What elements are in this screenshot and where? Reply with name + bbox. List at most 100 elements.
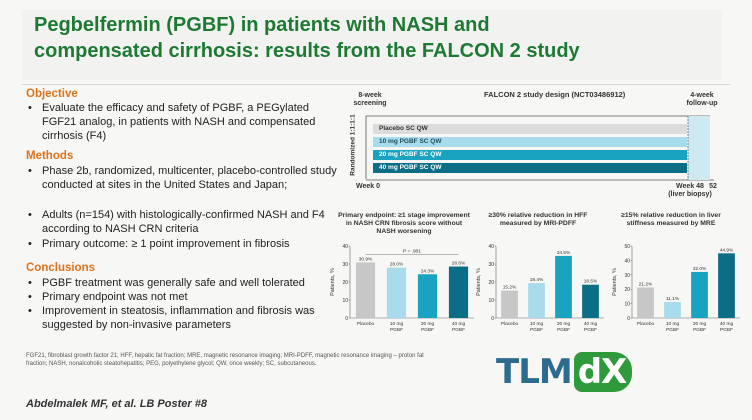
chart2-value-label-2: 34.5% [557, 250, 571, 256]
chart3-value-label-1: 11.1% [666, 296, 680, 302]
chart1-xtick-2-0: 20 mg [421, 321, 435, 327]
logo-part2: dX [573, 352, 633, 392]
chart2-value-label-1: 19.4% [530, 277, 544, 283]
tlmdx-logo: TLM dX [496, 352, 633, 392]
chart3-ytick-30: 30 [624, 273, 630, 279]
chart1-xtick-3-1: PGBF [452, 327, 465, 333]
chart1-value-label-1: 28.0% [390, 262, 404, 268]
chart3-bar-0 [637, 287, 654, 318]
chart2-bar-2 [555, 255, 572, 318]
chart3-ylabel: Patients, % [612, 268, 618, 296]
chart2-ytick-10: 10 [488, 298, 494, 304]
chart3-value-label-3: 44.9% [720, 247, 734, 253]
chart2-ylabel: Patients, % [476, 268, 482, 296]
objective-heading: Objective [26, 88, 78, 100]
followup-label: 4-week follow-up [686, 92, 718, 107]
chart3-bar-2 [691, 271, 708, 318]
objective-bullet: • Evaluate the efficacy and safety of PGB… [28, 102, 316, 142]
chart3-ytick-0: 0 [627, 316, 630, 322]
chart1-xtick-2-1: PGBF [421, 327, 434, 333]
chart2-xtick-0-0: Placebo [501, 321, 519, 327]
chart1-bar-1 [386, 267, 407, 318]
conclusions-heading: Conclusions [26, 262, 96, 274]
followup-band [688, 116, 710, 180]
chart2-ytick-20: 20 [488, 280, 494, 286]
chart2-ytick-0: 0 [491, 316, 494, 322]
chart1-xtick-1-0: 10 mg [390, 321, 404, 327]
arm-placebo: Placebo SC QW [373, 124, 687, 134]
chart3-xtick-0-0: Placebo [637, 321, 655, 327]
chart1-xtick-1-1: PGBF [390, 327, 403, 333]
page-title-line-1: Pegbelfermin (PGBF) in patients with NAS… [34, 14, 490, 36]
chart3-bar-1 [664, 302, 681, 318]
week0-label: Week 0 [356, 183, 380, 190]
chart3-xtick-3-0: 40 mg [720, 321, 734, 327]
design-timeline [365, 115, 714, 181]
chart1-value-label-3: 28.6% [452, 261, 466, 267]
chart1-ytick-10: 10 [342, 298, 348, 304]
chart3-ytick-40: 40 [624, 258, 630, 264]
footnote: FGF21, fibroblast growth factor 21; HFF,… [26, 353, 424, 367]
chart2-xtick-2-0: 20 mg [557, 321, 571, 327]
chart2-value-label-3: 18.5% [584, 279, 598, 285]
chart2-xtick-1-1: PGBF [530, 327, 543, 333]
chart2-xtick-3-1: PGBF [584, 327, 597, 333]
design-title: FALCON 2 study design (NCT03486912) [484, 90, 626, 99]
chart1-xtick-0-0: Placebo [357, 321, 375, 327]
chart1-ytick-40: 40 [342, 244, 348, 250]
chart3-xtick-2-0: 20 mg [693, 321, 707, 327]
chart2-ytick-30: 30 [488, 262, 494, 268]
chart2-xtick-3-0: 40 mg [584, 321, 598, 327]
title-box: Pegbelfermin (PGBF) in patients with NAS… [22, 10, 722, 80]
chart2-ytick-40: 40 [488, 244, 494, 250]
chart3-xtick-2-1: PGBF [693, 327, 706, 333]
methods-bullet-3: • Primary outcome: ≥ 1 point improvement … [28, 238, 290, 250]
methods-bullet-1: • Phase 2b, randomized, multicenter, plac… [28, 165, 337, 191]
week48-label: Week 48 (liver biopsy) [668, 183, 712, 198]
chart3-xtick-3-1: PGBF [720, 327, 733, 333]
methods-bullet-2: • Adults (n=154) with histologically-conf… [28, 209, 325, 235]
title-divider [22, 84, 730, 85]
chart1-ytick-30: 30 [342, 262, 348, 268]
chart1-value-label-0: 30.9% [359, 256, 373, 262]
chart3-value-label-2: 32.0% [693, 266, 707, 272]
chart1-bar-3 [448, 266, 469, 318]
chart1-bar-0 [355, 262, 376, 318]
chart3-bar-3 [718, 253, 735, 318]
screening-label: 8-week screening [353, 92, 387, 107]
chart1-ytick-0: 0 [345, 316, 348, 322]
conclusions-bullet-1: • PGBF treatment was generally safe and w… [28, 277, 305, 289]
chart3-xtick-1-0: 10 mg [666, 321, 680, 327]
chart2-xtick-1-0: 10 mg [530, 321, 544, 327]
methods-heading: Methods [26, 150, 74, 162]
logo-part1: TLM [496, 352, 573, 392]
chart-primary-endpoint: Patients, % 0 10 20 30 40 30.9% Placebo 28.0% 10 … [330, 244, 474, 333]
chart3-title: ≥15% relative reduction in liver stiffne… [621, 212, 721, 227]
chart-hff-reduction: Patients, % 0 10 20 30 40 15.2% Placebo 19.4% 10 … [476, 244, 604, 333]
chart3-xtick-1-1: PGBF [666, 327, 679, 333]
author-citation: Abdelmalek MF, et al. LB Poster #8 [26, 398, 207, 410]
chart1-bar-2 [417, 274, 438, 318]
randomized-label: Randomized 1:1:1:1 [349, 114, 357, 176]
chart1-value-label-2: 24.3% [421, 268, 435, 274]
conclusions-bullet-2: • Primary endpoint was not met [28, 291, 188, 303]
chart2-xtick-2-1: PGBF [557, 327, 570, 333]
chart2-title: ≥30% relative reduction in HFF measured … [488, 212, 588, 227]
chart2-bar-3 [582, 284, 599, 318]
chart1-ytick-20: 20 [342, 280, 348, 286]
week52-label: 52 [709, 183, 717, 190]
chart1-ylabel: Patients, % [330, 268, 336, 296]
arm-20mg: 20 mg PGBF SC QW [373, 150, 687, 160]
chart2-value-label-0: 15.2% [503, 285, 517, 291]
conclusions-bullet-3: • Improvement in steatosis, inflammation … [28, 305, 315, 331]
chart3-ytick-20: 20 [624, 287, 630, 293]
chart3-ytick-10: 10 [624, 302, 630, 308]
chart-liver-stiffness: Patients, % 0 10 20 30 40 50 21.2% Placebo 11.1% 1… [612, 244, 740, 333]
chart1-xtick-3-0: 40 mg [452, 321, 466, 327]
arm-10mg: 10 mg PGBF SC QW [373, 137, 687, 147]
chart3-ytick-50: 50 [624, 244, 630, 250]
chart2-bar-1 [528, 283, 545, 318]
chart2-bar-0 [501, 290, 518, 318]
page-title-line-2: compensated cirrhosis: results from the … [34, 40, 580, 62]
